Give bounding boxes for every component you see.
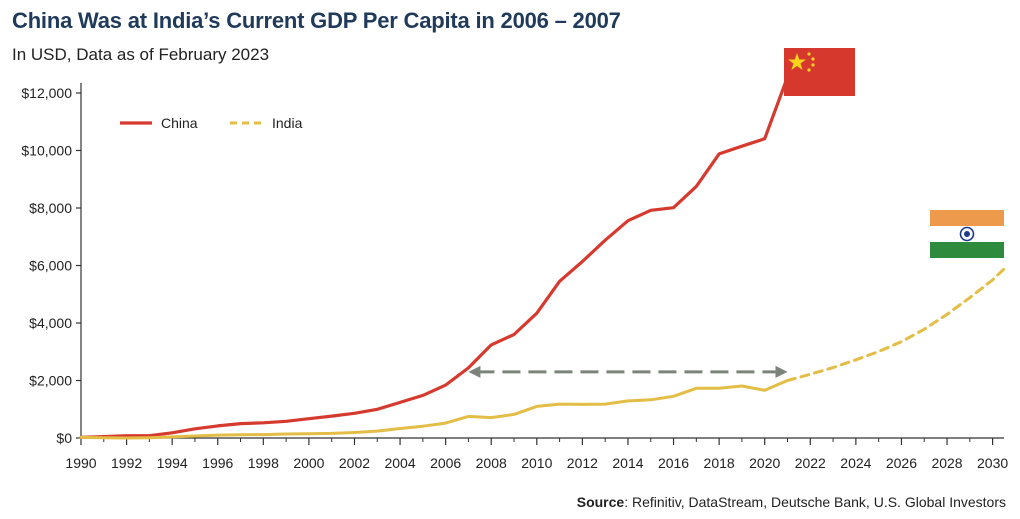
legend-china-label: China [161,115,198,131]
x-tick-label: 1990 [65,455,96,471]
y-tick-label: $0 [56,430,72,446]
y-tick-label: $4,000 [29,315,72,331]
chart-title: China Was at India’s Current GDP Per Cap… [12,8,621,33]
india-series-line [79,379,789,440]
legend-india-label: India [272,115,303,131]
india-flag-icon [930,210,1004,258]
y-tick-label: $8,000 [29,200,72,216]
legend: China India [120,115,303,131]
source-note: Source: Refinitiv, DataStream, Deutsche … [577,494,1006,510]
x-tick-label: 2000 [293,455,324,471]
x-tick-label: 2020 [749,455,780,471]
x-tick-label: 2022 [795,455,826,471]
source-text: : Refinitiv, DataStream, Deutsche Bank, … [624,494,1006,510]
y-tick-label: $2,000 [29,373,72,389]
y-tick-label: $10,000 [21,143,72,159]
x-tick-label: 2016 [658,455,689,471]
x-tick-label: 2010 [521,455,552,471]
arrow-head-left-icon [468,365,481,378]
series-lines [79,75,1006,440]
annotations [468,365,788,378]
x-tick-label: 2012 [567,455,598,471]
india-projection-series-line [786,267,1006,382]
china-flag-icon [784,48,855,96]
x-tick-label: 1996 [202,455,233,471]
x-tick-label: 1994 [157,455,188,471]
axes: $0 $2,000 $4,000 $6,000 $8,000 $10,000 $12,000… [21,83,1008,471]
x-tick-label: 1992 [111,455,142,471]
x-tick-label: 2008 [476,455,507,471]
y-tick-label: $6,000 [29,258,72,274]
x-tick-label: 2030 [977,455,1008,471]
x-tick-label: 2024 [840,455,871,471]
chart-subtitle: In USD, Data as of February 2023 [12,45,270,64]
x-tick-label: 2006 [430,455,461,471]
x-tick-label: 2014 [612,455,643,471]
china-series-line [79,75,790,439]
source-label: Source [576,494,625,510]
x-tick-label: 2018 [704,455,735,471]
x-tick-label: 2026 [886,455,917,471]
x-tick-label: 2004 [384,455,415,471]
x-tick-label: 2002 [339,455,370,471]
x-tick-label: 2028 [931,455,962,471]
arrow-head-right-icon [775,365,788,378]
y-tick-label: $12,000 [21,85,72,101]
x-tick-label: 1998 [248,455,279,471]
